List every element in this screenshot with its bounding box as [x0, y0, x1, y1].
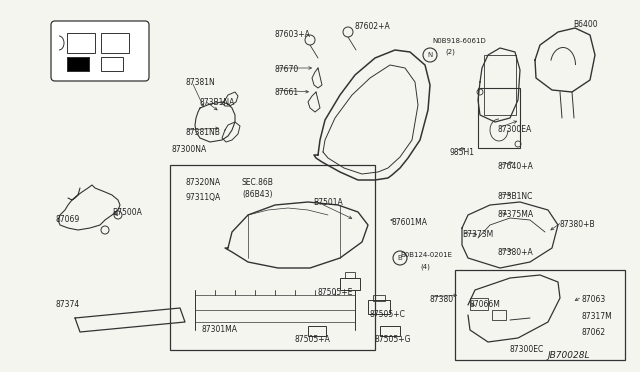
Text: B0B124-0201E: B0B124-0201E [400, 252, 452, 258]
Bar [455, 270, 625, 360]
Bar [345, 272, 355, 278]
Bar [308, 326, 326, 336]
Bar [373, 295, 385, 301]
Text: 87505+E: 87505+E [318, 288, 353, 297]
Text: 87505+C: 87505+C [370, 310, 406, 319]
FancyBboxPatch shape [51, 21, 149, 81]
Bar [101, 33, 129, 53]
Text: 87375MA: 87375MA [498, 210, 534, 219]
Text: B: B [397, 255, 403, 261]
Bar [368, 300, 390, 314]
Text: 87063: 87063 [582, 295, 606, 304]
Bar [67, 57, 89, 71]
Text: N0B918-6061D: N0B918-6061D [432, 38, 486, 44]
Bar [380, 326, 400, 336]
Bar [101, 57, 123, 71]
Text: 985H1: 985H1 [450, 148, 475, 157]
Bar [67, 33, 95, 53]
Text: 87380: 87380 [430, 295, 454, 304]
Text: 87066M: 87066M [470, 300, 501, 309]
Text: 87380+B: 87380+B [560, 220, 596, 229]
Text: 873B1NA: 873B1NA [200, 98, 236, 107]
Text: (2): (2) [445, 48, 455, 55]
Text: SEC.86B: SEC.86B [242, 178, 274, 187]
Text: 87640+A: 87640+A [498, 162, 534, 171]
Text: 87381NB: 87381NB [185, 128, 220, 137]
Text: 87300EA: 87300EA [498, 125, 532, 134]
Text: 87300NA: 87300NA [172, 145, 207, 154]
Bar [67, 57, 89, 71]
Text: JB70028L: JB70028L [547, 351, 590, 360]
Text: 873B1NC: 873B1NC [498, 192, 533, 201]
Text: 87505+G: 87505+G [375, 335, 412, 344]
Text: 87300EC: 87300EC [510, 345, 544, 354]
Text: 87603+A: 87603+A [275, 30, 311, 39]
Text: 87380+A: 87380+A [498, 248, 534, 257]
Text: B6400: B6400 [573, 20, 598, 29]
Text: (4): (4) [420, 264, 430, 270]
Text: (86B43): (86B43) [242, 190, 273, 199]
Text: B7500A: B7500A [112, 208, 142, 217]
Text: B7373M: B7373M [462, 230, 493, 239]
Bar [340, 278, 360, 290]
Text: 87602+A: 87602+A [355, 22, 391, 31]
Text: N: N [428, 52, 433, 58]
Text: 87374: 87374 [55, 300, 79, 309]
Text: 87062: 87062 [582, 328, 606, 337]
Bar [492, 310, 506, 320]
Text: 87670: 87670 [275, 65, 300, 74]
Text: 87661: 87661 [275, 88, 299, 97]
Text: B7501A: B7501A [313, 198, 343, 207]
Text: 87069: 87069 [55, 215, 79, 224]
Bar [170, 165, 375, 350]
Text: 97311QA: 97311QA [186, 193, 221, 202]
Bar [478, 88, 520, 148]
Bar [484, 55, 516, 115]
Text: 87601MA: 87601MA [392, 218, 428, 227]
Text: 87320NA: 87320NA [186, 178, 221, 187]
Text: 87381N: 87381N [185, 78, 215, 87]
Text: 87301MA: 87301MA [202, 325, 238, 334]
Text: 87317M: 87317M [582, 312, 612, 321]
Bar [470, 298, 488, 310]
Text: 87505+A: 87505+A [295, 335, 331, 344]
